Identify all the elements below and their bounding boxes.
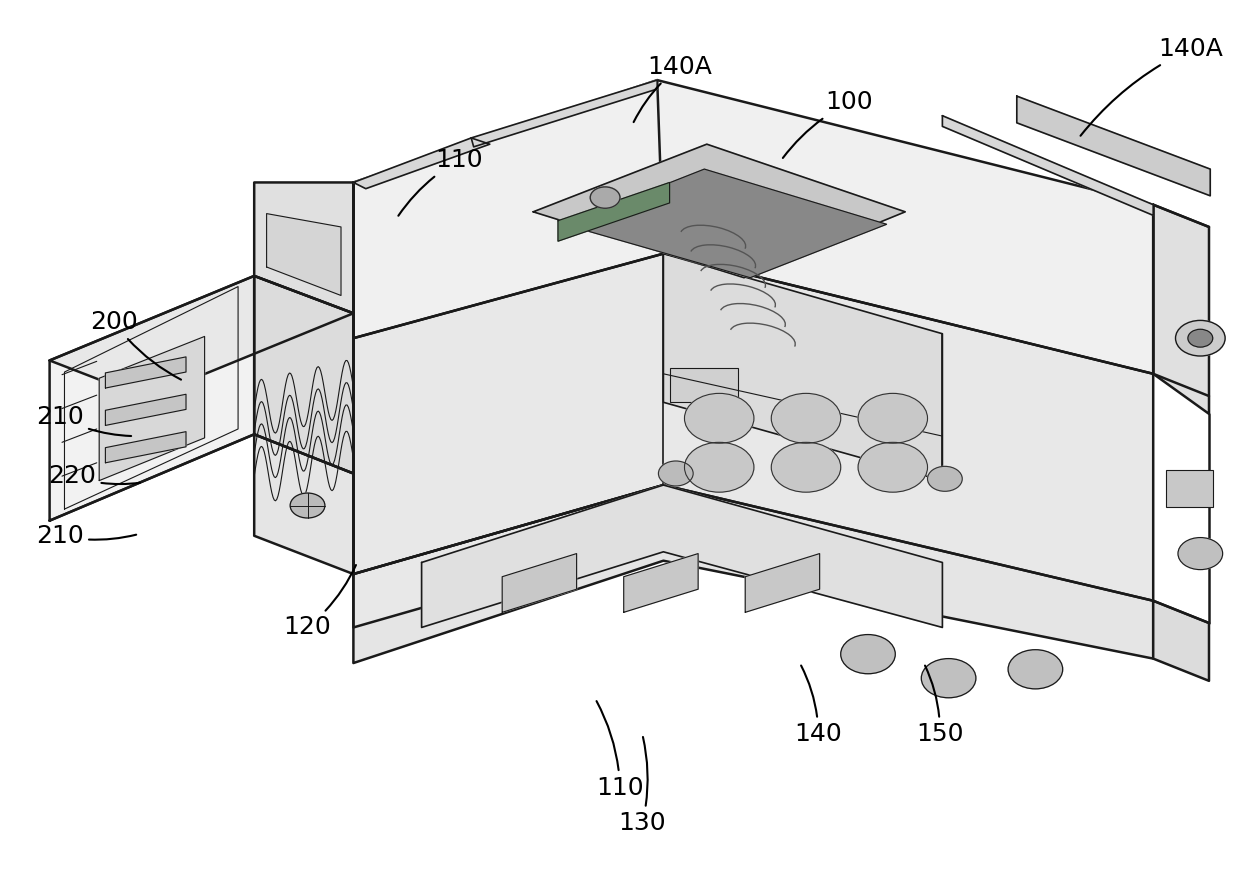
Polygon shape xyxy=(533,144,905,278)
Polygon shape xyxy=(1153,205,1209,414)
Bar xyxy=(1166,470,1213,507)
Circle shape xyxy=(658,461,693,486)
Polygon shape xyxy=(942,116,1153,215)
Text: 110: 110 xyxy=(596,701,644,799)
Polygon shape xyxy=(558,182,670,241)
Polygon shape xyxy=(267,214,341,295)
Text: 200: 200 xyxy=(91,311,181,380)
Circle shape xyxy=(841,635,895,674)
Polygon shape xyxy=(353,485,663,627)
Polygon shape xyxy=(353,138,490,189)
Polygon shape xyxy=(254,276,353,473)
Circle shape xyxy=(928,466,962,491)
Circle shape xyxy=(858,393,928,443)
Circle shape xyxy=(1008,650,1063,689)
Polygon shape xyxy=(50,276,353,398)
Polygon shape xyxy=(254,434,353,574)
Circle shape xyxy=(684,442,754,492)
Text: 210: 210 xyxy=(36,524,136,547)
Polygon shape xyxy=(99,336,205,481)
Text: 150: 150 xyxy=(916,666,963,746)
Polygon shape xyxy=(422,485,942,627)
Polygon shape xyxy=(105,357,186,388)
Text: 210: 210 xyxy=(36,405,131,436)
Polygon shape xyxy=(105,394,186,425)
Polygon shape xyxy=(1153,601,1209,681)
Polygon shape xyxy=(353,485,1153,663)
Polygon shape xyxy=(471,80,657,147)
Circle shape xyxy=(771,393,841,443)
Polygon shape xyxy=(50,276,254,521)
Text: 140A: 140A xyxy=(1080,37,1223,136)
Polygon shape xyxy=(353,80,1153,374)
Text: 130: 130 xyxy=(619,737,666,835)
Circle shape xyxy=(921,659,976,698)
Polygon shape xyxy=(254,182,353,313)
Text: 100: 100 xyxy=(782,91,873,158)
Polygon shape xyxy=(745,554,820,612)
Text: 220: 220 xyxy=(48,465,140,488)
Bar xyxy=(670,368,738,402)
Polygon shape xyxy=(663,254,942,481)
Polygon shape xyxy=(1017,96,1210,196)
Circle shape xyxy=(590,187,620,208)
Text: 110: 110 xyxy=(398,149,482,215)
Circle shape xyxy=(1178,538,1223,570)
Circle shape xyxy=(290,493,325,518)
Polygon shape xyxy=(564,169,887,278)
Circle shape xyxy=(858,442,928,492)
Circle shape xyxy=(1176,320,1225,356)
Text: 140A: 140A xyxy=(634,55,712,122)
Text: 120: 120 xyxy=(284,565,356,639)
Circle shape xyxy=(684,393,754,443)
Polygon shape xyxy=(105,432,186,463)
Polygon shape xyxy=(502,554,577,612)
Polygon shape xyxy=(353,254,1153,601)
Text: 140: 140 xyxy=(795,666,842,746)
Circle shape xyxy=(1188,329,1213,347)
Polygon shape xyxy=(624,554,698,612)
Circle shape xyxy=(771,442,841,492)
